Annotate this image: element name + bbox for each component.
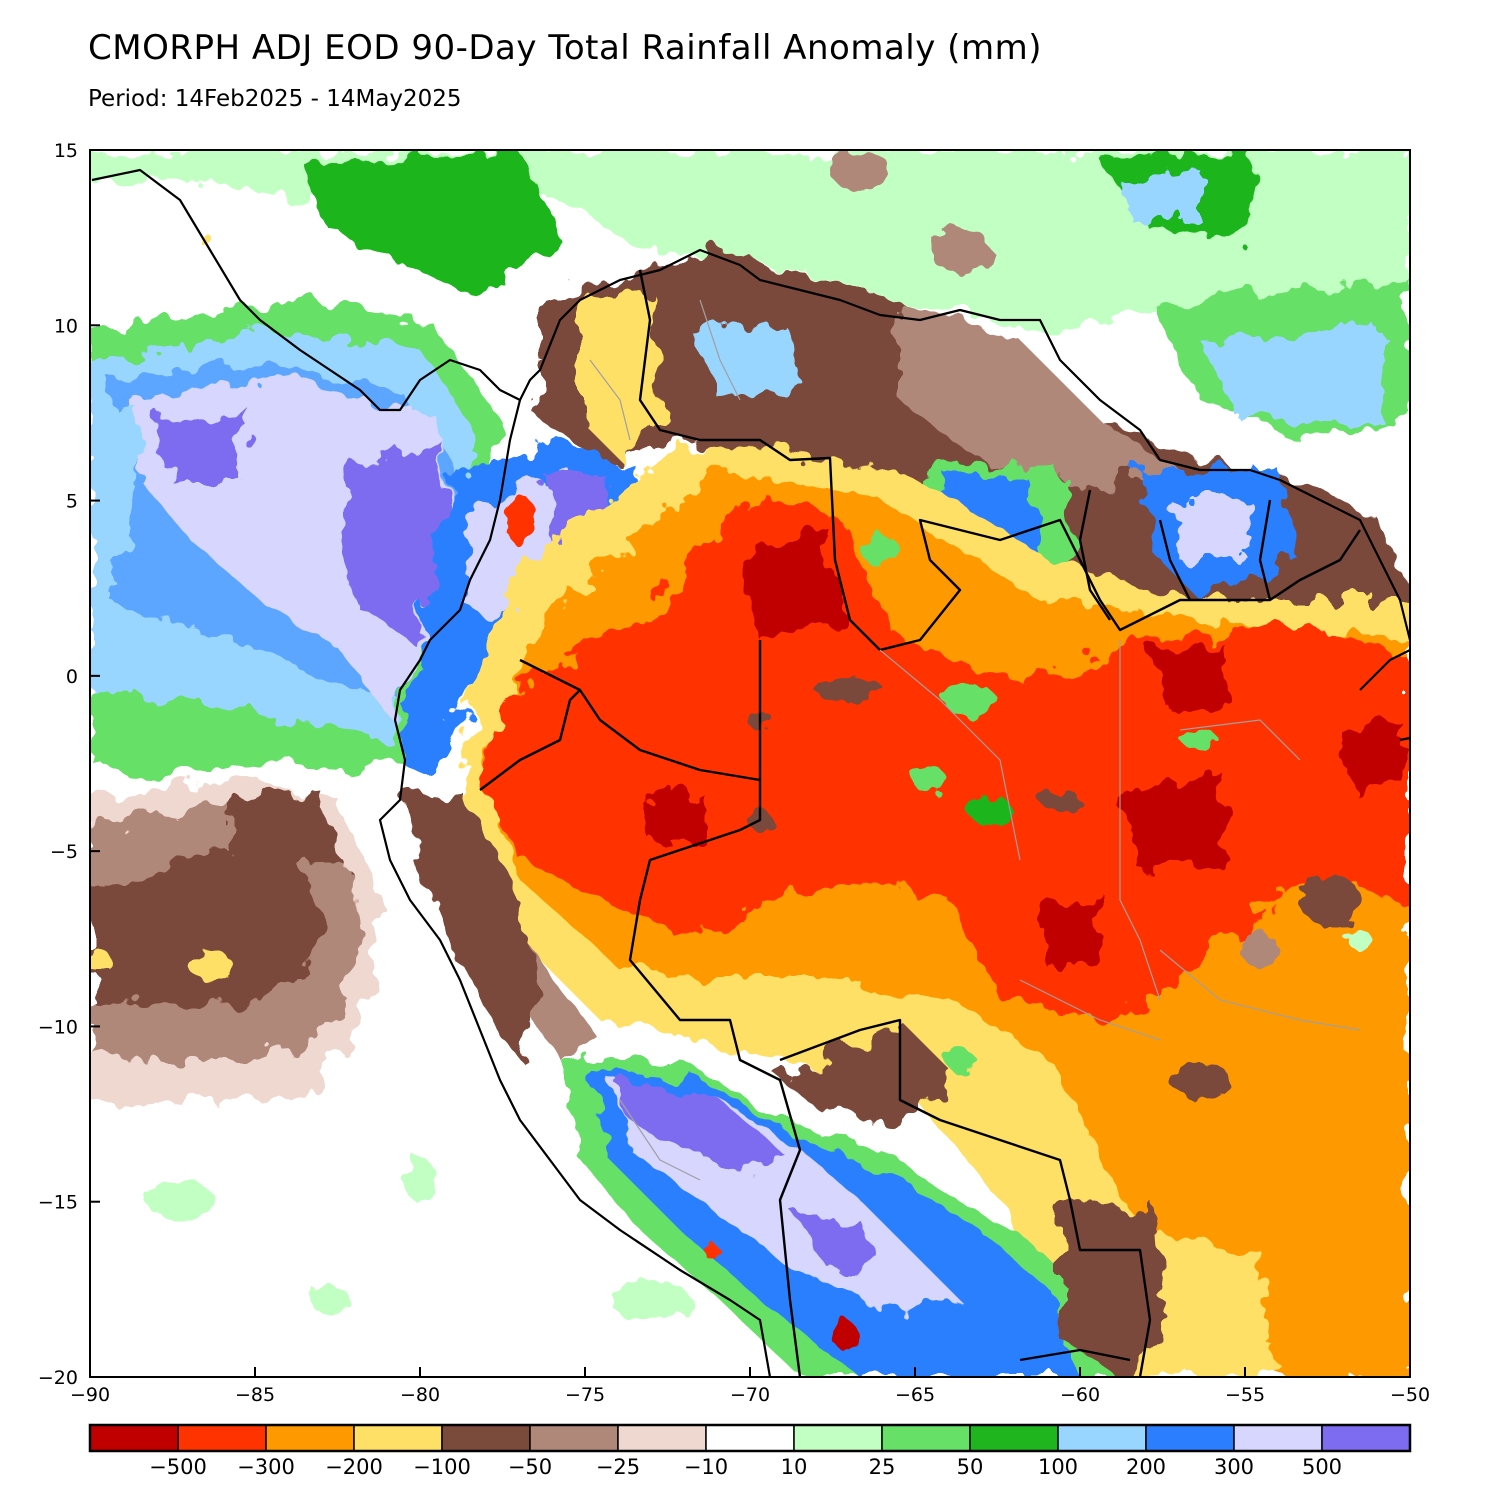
colorbar-label: 500 bbox=[1302, 1455, 1342, 1479]
y-tick-label: −20 bbox=[38, 1367, 78, 1389]
colorbar-swatch bbox=[1145, 1424, 1235, 1452]
colorbar-label: 50 bbox=[957, 1455, 984, 1479]
colorbar-label: −500 bbox=[149, 1455, 207, 1479]
y-tick-label: −5 bbox=[50, 841, 78, 863]
coastline bbox=[91, 168, 1410, 1377]
rainfall-anomaly-field bbox=[90, 150, 1410, 1377]
x-tick-label: −55 bbox=[1225, 1384, 1265, 1406]
state-borders bbox=[589, 299, 1361, 1181]
x-tick-label: −85 bbox=[235, 1384, 275, 1406]
colorbar-label: −25 bbox=[596, 1455, 640, 1479]
map-title: CMORPH ADJ EOD 90-Day Total Rainfall Ano… bbox=[88, 28, 1042, 68]
x-tick-label: −75 bbox=[565, 1384, 605, 1406]
colorbar: −500 −300 −200 −100 −50 −25 −10 10 25 50 100 200 300… bbox=[88, 1423, 1412, 1479]
colorbar-swatch bbox=[529, 1424, 619, 1452]
y-tick-label: 10 bbox=[54, 315, 78, 337]
colorbar-label: 25 bbox=[869, 1455, 896, 1479]
x-tick-label: −65 bbox=[895, 1384, 935, 1406]
y-tick-label: 0 bbox=[66, 666, 78, 688]
colorbar-swatch bbox=[705, 1424, 795, 1452]
colorbar-swatch bbox=[265, 1424, 355, 1452]
colorbar-label: −10 bbox=[684, 1455, 728, 1479]
colorbar-label: −100 bbox=[413, 1455, 471, 1479]
colorbar-label: 100 bbox=[1038, 1455, 1078, 1479]
x-axis: −90 −85 −80 −75 −70 −65 −60 −55 −50 bbox=[70, 1367, 1430, 1406]
colorbar-swatch bbox=[353, 1424, 443, 1452]
colorbar-swatch bbox=[1233, 1424, 1323, 1452]
colorbar-label: 300 bbox=[1214, 1455, 1254, 1479]
y-tick-label: 15 bbox=[54, 140, 78, 162]
colorbar-swatch bbox=[969, 1424, 1059, 1452]
colorbar-swatch bbox=[1321, 1424, 1411, 1452]
x-tick-label: −90 bbox=[70, 1384, 110, 1406]
y-tick-label: −10 bbox=[38, 1016, 78, 1038]
y-axis: 15 10 5 0 −5 −10 −15 −20 bbox=[38, 140, 100, 1389]
colorbar-frame bbox=[88, 1423, 1412, 1453]
colorbar-label: −300 bbox=[237, 1455, 295, 1479]
y-tick-label: −15 bbox=[38, 1192, 78, 1214]
colorbar-swatch bbox=[793, 1424, 883, 1452]
colorbar-swatch bbox=[177, 1424, 267, 1452]
colorbar-label: 10 bbox=[781, 1455, 808, 1479]
colorbar-swatch bbox=[441, 1424, 531, 1452]
colorbar-label: 200 bbox=[1126, 1455, 1166, 1479]
period-label: Period: 14Feb2025 - 14May2025 bbox=[88, 86, 462, 112]
x-tick-label: −80 bbox=[400, 1384, 440, 1406]
colorbar-swatch bbox=[881, 1424, 971, 1452]
colorbar-swatch bbox=[617, 1424, 707, 1452]
colorbar-swatch bbox=[1057, 1424, 1147, 1452]
x-tick-label: −60 bbox=[1060, 1384, 1100, 1406]
x-tick-label: −70 bbox=[730, 1384, 770, 1406]
colorbar-swatch bbox=[89, 1424, 179, 1452]
colorbar-label: −50 bbox=[508, 1455, 552, 1479]
y-tick-label: 5 bbox=[66, 491, 78, 513]
colorbar-label: −200 bbox=[325, 1455, 383, 1479]
x-tick-label: −50 bbox=[1390, 1384, 1430, 1406]
country-borders bbox=[479, 269, 1361, 1377]
